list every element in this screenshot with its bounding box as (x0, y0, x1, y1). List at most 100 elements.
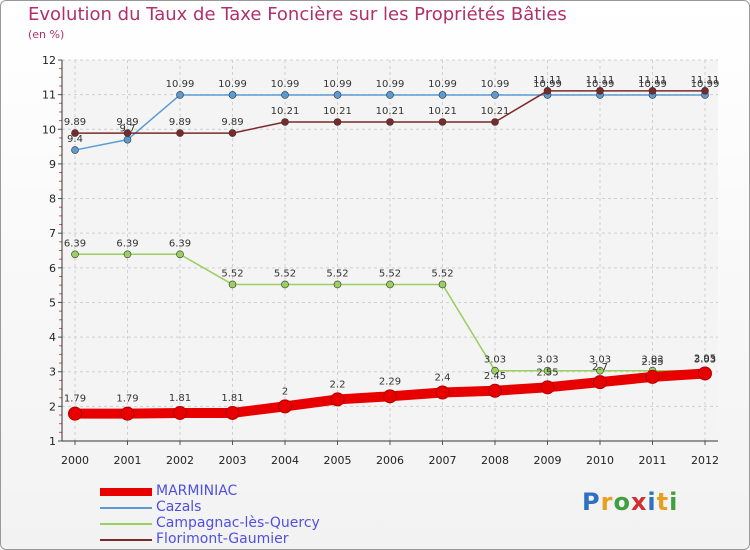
data-label: 10.99 (691, 79, 720, 90)
data-label: 10.21 (428, 106, 457, 117)
data-point (228, 129, 237, 137)
data-point (123, 129, 132, 137)
x-tick-label: 2011 (639, 454, 667, 467)
data-label: 5.52 (379, 268, 401, 279)
data-label: 5.52 (431, 268, 453, 279)
data-point (333, 280, 342, 289)
data-point (228, 280, 237, 289)
data-label: 3.03 (694, 355, 716, 366)
data-label: 3.03 (641, 355, 663, 366)
legend-swatch (100, 523, 152, 525)
y-tick-label: 11 (42, 89, 56, 102)
chart-title: Evolution du Taux de Taxe Foncière sur l… (28, 4, 567, 25)
x-tick-label: 2012 (691, 454, 719, 467)
legend-label: MARMINIAC (156, 483, 238, 499)
data-label: 2.2 (330, 379, 346, 390)
y-tick-label: 1 (49, 435, 56, 448)
x-tick-label: 2000 (61, 454, 89, 467)
y-tick-label: 2 (49, 400, 56, 413)
data-point (491, 366, 499, 375)
x-tick-label: 2007 (429, 454, 457, 467)
data-point (68, 406, 82, 421)
data-label: 9.89 (116, 117, 138, 128)
y-tick-label: 8 (49, 193, 56, 206)
data-label: 10.99 (166, 79, 195, 90)
data-point (333, 118, 342, 126)
data-point (383, 389, 397, 404)
data-point (491, 91, 499, 99)
data-label: 2 (282, 386, 288, 397)
data-label: 6.39 (169, 238, 191, 249)
x-tick-label: 2010 (586, 454, 614, 467)
data-point (225, 405, 240, 420)
data-label: 3.03 (536, 355, 558, 366)
data-label: 9.89 (169, 117, 191, 128)
data-point (491, 118, 499, 126)
data-point (596, 87, 604, 95)
data-point (71, 129, 79, 137)
legend-label: Cazals (156, 499, 202, 515)
data-label: 10.99 (376, 79, 405, 90)
data-point (701, 87, 709, 95)
data-label: 10.99 (218, 79, 247, 90)
data-point (176, 250, 184, 259)
data-point (386, 280, 394, 289)
x-tick-label: 2008 (481, 454, 509, 467)
x-tick-label: 2001 (114, 454, 142, 467)
data-point (176, 129, 184, 137)
data-label: 10.21 (271, 106, 300, 117)
legend-swatch (100, 539, 152, 541)
data-point (596, 366, 604, 375)
data-point (228, 91, 237, 99)
data-point (593, 375, 607, 390)
data-point (120, 406, 135, 421)
y-tick-label: 9 (49, 158, 56, 171)
x-tick-label: 2004 (271, 454, 299, 467)
data-point (386, 118, 394, 126)
data-label: 9.4 (67, 134, 83, 145)
legend-swatch (100, 488, 152, 496)
x-tick-label: 2002 (166, 454, 194, 467)
data-label: 5.52 (274, 268, 296, 279)
data-label: 1.79 (116, 394, 138, 405)
data-point (435, 385, 450, 400)
data-point (648, 87, 657, 95)
data-label: 3.03 (589, 355, 611, 366)
data-label: 10.99 (586, 79, 615, 90)
data-label: 2.4 (435, 373, 451, 384)
x-tick-label: 2005 (324, 454, 352, 467)
y-tick-label: 6 (49, 262, 56, 275)
y-tick-label: 5 (49, 296, 56, 309)
data-label: 10.21 (323, 106, 352, 117)
data-point (438, 118, 447, 126)
x-tick-label: 2009 (534, 454, 562, 467)
data-label: 3.03 (484, 355, 506, 366)
y-tick-label: 4 (49, 331, 56, 344)
data-label: 10.99 (481, 79, 510, 90)
data-point (123, 135, 132, 144)
data-label: 2.95 (694, 353, 716, 364)
data-point (645, 369, 660, 384)
data-label: 11.11 (691, 75, 720, 86)
data-point (281, 91, 289, 99)
data-point (71, 250, 79, 259)
data-label: 11.11 (638, 75, 667, 86)
y-tick-label: 10 (42, 123, 56, 136)
data-point (543, 366, 552, 375)
data-point (386, 91, 394, 99)
data-point (123, 250, 132, 259)
legend-label: Campagnac-lès-Quercy (156, 515, 320, 531)
data-point (278, 399, 292, 414)
data-point (488, 383, 502, 398)
data-point (176, 91, 184, 99)
data-label: 2.7 (592, 362, 608, 373)
y-tick-label: 7 (49, 227, 56, 240)
legend-label: Florimont-Gaumier (156, 531, 289, 547)
data-label: 11.11 (533, 75, 562, 86)
data-label: 10.99 (323, 79, 352, 90)
data-label: 10.99 (533, 79, 562, 90)
data-point (333, 91, 342, 99)
data-label: 5.52 (326, 268, 348, 279)
data-point (698, 366, 712, 381)
data-label: 2.85 (641, 357, 663, 368)
